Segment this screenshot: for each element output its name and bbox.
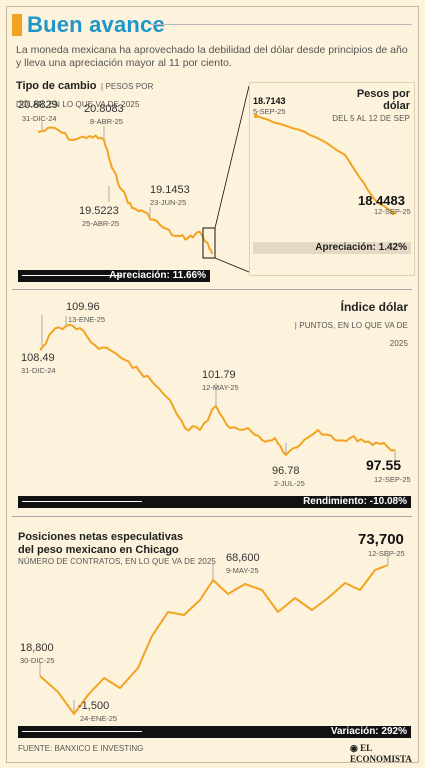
cot-label-2-date: 24-ENE-25: [80, 714, 118, 723]
cot-label-4-date: 12-SEP-25: [368, 549, 405, 558]
dxy-label-4-date: 2-JUL-25: [274, 479, 305, 488]
fx-bar-line: [22, 275, 122, 276]
inset-subtitle: DEL 5 AL 12 DE SEP: [332, 114, 410, 123]
fx-subtitle: PESOS POR DÓLAR, EN LO QUE VA DE 2025: [16, 82, 154, 109]
dxy-label-4-value: 96.78: [272, 465, 300, 477]
cot-label-2-value: -1,500: [78, 700, 110, 712]
section-divider-2: [12, 516, 412, 517]
fx-label-4-value: 19.1453: [150, 184, 190, 196]
cot-series-line: [39, 564, 389, 715]
cot-label-3-value: 68,600: [226, 552, 260, 564]
dxy-label-5-value: 97.55: [366, 457, 402, 473]
fx-label-1-date: 31-DIC-24: [22, 114, 57, 123]
cot-subtitle: NÚMERO DE CONTRATOS, EN LO QUE VA DE 202…: [18, 557, 216, 566]
brand-name: EL ECONOMISTA: [350, 743, 412, 764]
fx-label-2-value: 20.8083: [84, 103, 124, 115]
inset-label-1-date: 5-SEP-25: [253, 107, 286, 116]
fx-title-block: Tipo de cambio | PESOS POR DÓLAR, EN LO …: [16, 80, 154, 109]
dxy-bar-line: [22, 501, 142, 502]
dxy-title: Índice dólar: [340, 300, 408, 314]
dxy-series-line: [39, 323, 396, 456]
dxy-return-bar: Rendimiento: -10.08%: [18, 496, 411, 508]
fx-title: Tipo de cambio: [16, 80, 97, 92]
lede-text: La moneda mexicana ha aprovechado la deb…: [16, 44, 408, 69]
cot-label-4-value: 73,700: [358, 531, 404, 548]
fx-label-3-value: 19.5223: [79, 205, 119, 217]
title-accent: [12, 14, 22, 36]
dxy-subtitle: PUNTOS, EN LO QUE VA DE 2025: [299, 321, 408, 348]
fx-zoom-box: [202, 227, 216, 259]
cot-label-1-date: 30-DIC-25: [20, 656, 55, 665]
dxy-label-3-date: 12-MAY-25: [202, 383, 239, 392]
dxy-label-1-date: 31-DIC-24: [21, 366, 56, 375]
dxy-label-1-value: 108.49: [21, 352, 55, 364]
fx-label-4-date: 23-JUN-25: [150, 198, 187, 207]
brand-icon: ◉: [350, 743, 361, 753]
page-title: Buen avance: [27, 12, 165, 37]
inset-label-2-date: 12-SEP-25: [374, 207, 411, 216]
inset-series-line: [255, 115, 394, 214]
cot-label-3-date: 9-MAY-25: [226, 566, 259, 575]
dxy-label-3-value: 101.79: [202, 369, 236, 381]
cot-label-1-value: 18,800: [20, 642, 54, 654]
inset-start-point: [253, 113, 259, 119]
inset-label-1-value: 18.7143: [253, 96, 286, 106]
inset-panel: [249, 82, 415, 276]
fx-series-line: [37, 126, 213, 255]
infographic-frame: [6, 6, 419, 763]
title-rule: [150, 24, 412, 25]
fx-zoom-connector-top: [214, 85, 250, 229]
fx-zoom-connector-bottom: [214, 257, 250, 273]
inset-label-2-value: 18.4483: [358, 193, 405, 208]
inset-title: Pesos por dólar: [356, 88, 410, 112]
section-divider-1: [12, 289, 412, 290]
cot-title: Posiciones netas especulativas del peso …: [18, 531, 184, 556]
fx-label-3-date: 25-ABR-25: [82, 219, 120, 228]
inset-title-block: Pesos por dólar: [330, 88, 410, 112]
dxy-label-2-value: 109.96: [66, 301, 100, 313]
dxy-label-2-date: 13-ENE-25: [68, 315, 106, 324]
brand-logo: ◉ EL ECONOMISTA: [350, 743, 425, 764]
dxy-label-5-date: 12-SEP-25: [374, 475, 411, 484]
source-note: FUENTE: BANXICO E INVESTING: [18, 744, 144, 753]
inset-appreciation-bar: Apreciación: 1.42%: [253, 242, 411, 254]
inset-end-point: [390, 210, 396, 216]
fx-label-1-value: 20.8829: [18, 99, 58, 111]
dxy-subtitle-block: | PUNTOS, EN LO QUE VA DE 2025: [294, 321, 408, 348]
fx-appreciation-bar: Apreciación: 11.66%: [18, 270, 210, 282]
fx-label-2-date: 8-ABR-25: [90, 117, 123, 126]
cot-variation-bar: Variación: 292%: [18, 726, 411, 738]
cot-bar-line: [22, 731, 142, 732]
